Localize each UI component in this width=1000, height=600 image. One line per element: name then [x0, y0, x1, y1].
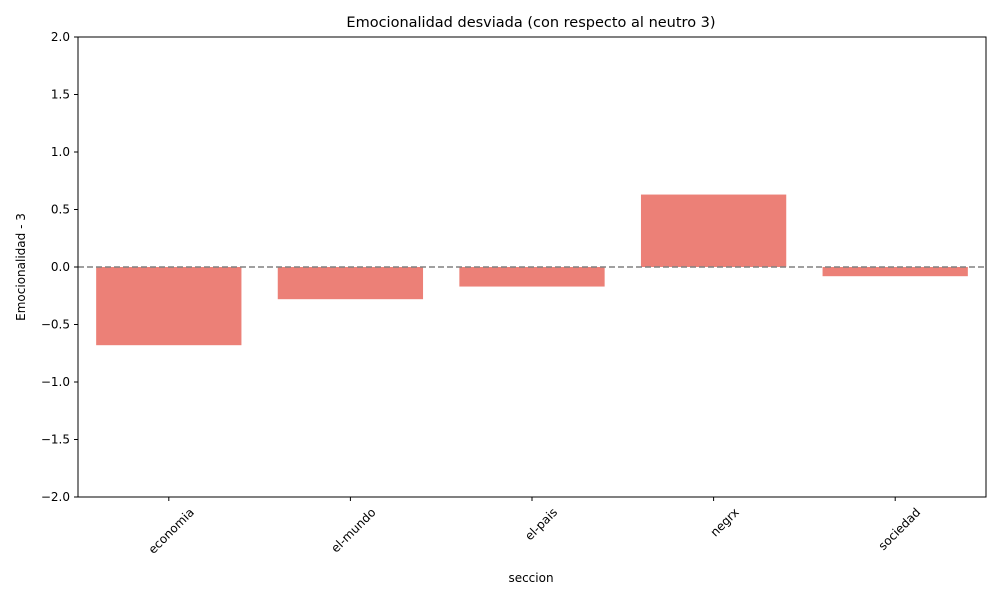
y-axis: −2.0 −1.5 −1.0 −0.5 0.0 0.5 1.0 1.5 2.0 [41, 30, 78, 504]
bar-el-mundo [277, 267, 424, 300]
x-axis: economia el-mundo el-pais negrx sociedad [146, 497, 924, 557]
y-tick-label: −0.5 [41, 318, 70, 332]
y-tick-label: 1.5 [51, 88, 70, 102]
y-tick-label: −1.0 [41, 375, 70, 389]
y-tick-label: 0.0 [51, 260, 70, 274]
y-tick-label: 1.0 [51, 145, 70, 159]
x-tick-label-economia: economia [146, 505, 197, 556]
bars-group [96, 194, 968, 346]
y-tick-label: −1.5 [41, 433, 70, 447]
chart-title: Emocionalidad desviada (con respecto al … [346, 15, 715, 31]
y-tick-label: −2.0 [41, 490, 70, 504]
bar-el-pais [459, 267, 605, 287]
y-tick-label: 0.5 [51, 203, 70, 217]
x-tick-label-negrx: negrx [708, 505, 742, 539]
x-tick-label-el-pais: el-pais [522, 505, 560, 543]
y-axis-label: Emocionalidad - 3 [14, 213, 28, 321]
x-tick-label-el-mundo: el-mundo [328, 505, 378, 555]
bar-negrx [640, 194, 787, 267]
bar-economia [96, 267, 242, 346]
bar-sociedad [822, 267, 968, 277]
x-axis-label: seccion [508, 571, 553, 585]
y-tick-label: 2.0 [51, 30, 70, 44]
plot-frame [77, 36, 987, 498]
x-tick-label-sociedad: sociedad [876, 505, 924, 553]
